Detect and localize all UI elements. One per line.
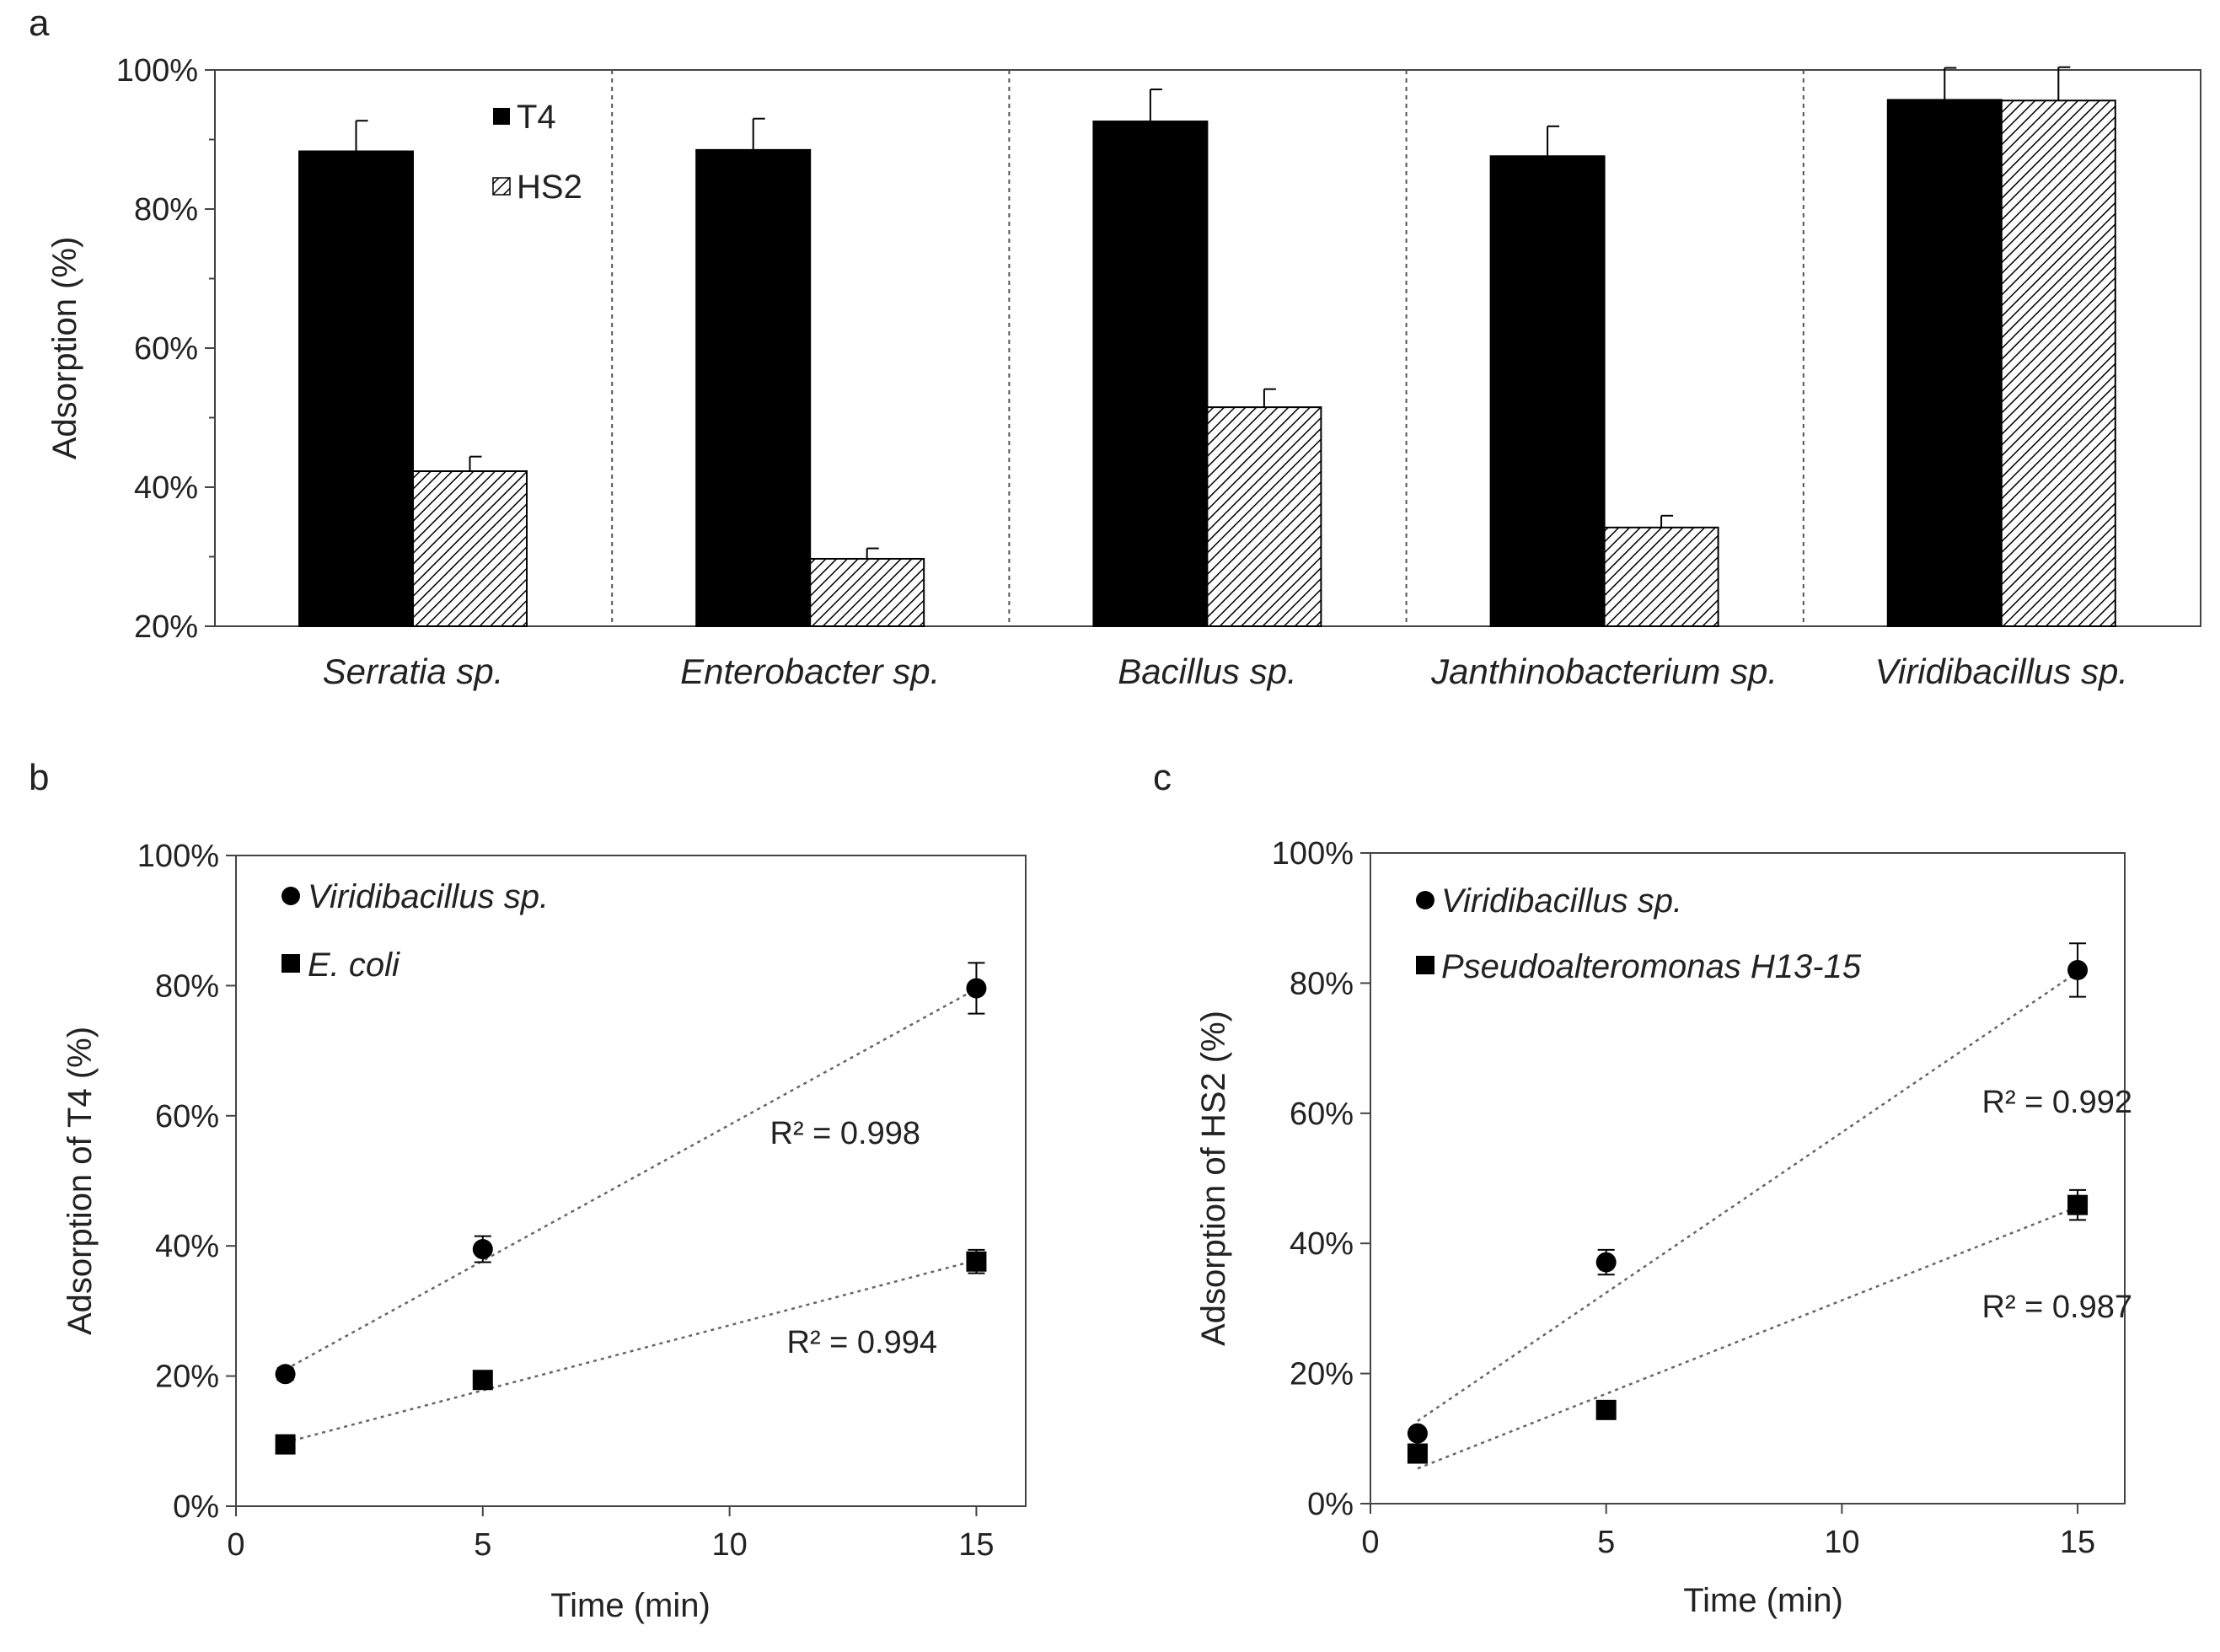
data-point-viridibacillus-sp (2067, 959, 2089, 980)
x-tick-label: 10 (711, 1527, 747, 1563)
y-tick-label: 20% (155, 1360, 219, 1395)
x-tick-label: 15 (2060, 1525, 2095, 1560)
category-label-bacillus-sp: Bacillus sp. (1118, 652, 1296, 691)
y-tick-label: 60% (155, 1099, 219, 1134)
legend-label-t4: T4 (517, 99, 556, 136)
data-point-viridibacillus-sp (275, 1364, 296, 1385)
y-tick-label: 20% (134, 609, 198, 645)
panel-label-c: c (1153, 757, 1172, 798)
data-point-viridibacillus-sp (966, 978, 987, 999)
data-marks-c: R² = 0.992 R² = 0.987 (1407, 942, 2133, 1470)
panel-label-b: b (29, 757, 49, 798)
y-tick-label: 100% (137, 839, 219, 874)
legend-label-viridibacillus-b: Viridibacillus sp. (308, 878, 549, 915)
legend-swatch-t4 (493, 108, 510, 125)
trend-line-viridibacillus-sp (284, 988, 978, 1370)
r-squared-label-pseudoalteromonas-h13-15: R² = 0.987 (1982, 1290, 2133, 1325)
legend-label-viridibacillus-c: Viridibacillus sp. (1441, 882, 1682, 920)
y-axis-label-a: Adsorption (%) (46, 237, 83, 460)
panel-b: b 0%20%40%60%80%100%0 5 10 15 R² = 0.998R² … (29, 757, 1027, 1624)
bar-t4-bacillus-sp (1092, 121, 1209, 628)
y-tick-label: 20% (1290, 1357, 1354, 1392)
panel-a: a 20% 40% 60% 80% 100% Serratia sp. Enterobac… (29, 3, 2201, 691)
bar-hs2-janthinobacterium-sp (1603, 526, 1719, 627)
y-tick-label: 100% (1272, 836, 1354, 872)
bars-a (298, 66, 2116, 628)
y-tick-label: 80% (134, 192, 198, 228)
r-squared-label-viridibacillus-sp: R² = 0.992 (1982, 1085, 2133, 1120)
r-squared-label-e-coli: R² = 0.994 (787, 1325, 938, 1360)
category-labels: Serratia sp. Enterobacter sp. Bacillus sp.… (323, 652, 2128, 691)
panel-c: c 0%20%40%60%80%100%0 5 10 15 R² = 0.992R² … (1153, 757, 2132, 1619)
bar-hs2-bacillus-sp (1206, 406, 1322, 627)
y-tick-label: 40% (134, 470, 198, 506)
bar-hs2-serratia-sp (412, 470, 528, 628)
y-tick-label: 0% (173, 1489, 219, 1525)
x-tick-label: 0 (1361, 1525, 1379, 1560)
data-point-viridibacillus-sp (1407, 1423, 1428, 1444)
panel-label-a: a (29, 3, 50, 44)
legend-swatch-hs2 (492, 177, 511, 196)
y-tick-label: 60% (1290, 1097, 1354, 1132)
plot-frame-b (235, 855, 1027, 1507)
x-tick-label: 5 (1597, 1525, 1615, 1560)
y-tick-label: 100% (116, 53, 198, 88)
y-tick-label: 0% (1307, 1487, 1354, 1522)
axis-ticks-c: 0% 20% 40% 60% 80% 100% 0 5 10 15 (1272, 836, 2095, 1560)
bar-hs2-enterobacter-sp (809, 557, 925, 627)
y-tick-label: 60% (134, 331, 198, 367)
data-point-viridibacillus-sp (1595, 1252, 1617, 1273)
data-point-e-coli (472, 1370, 493, 1391)
x-axis-label-b: Time (min) (550, 1587, 711, 1624)
data-point-pseudoalteromonas-h13-15 (1595, 1399, 1617, 1420)
x-tick-label: 10 (1824, 1525, 1859, 1560)
trend-line-viridibacillus-sp (1417, 971, 2078, 1422)
bar-t4-janthinobacterium-sp (1489, 155, 1606, 628)
data-point-pseudoalteromonas-h13-15 (2067, 1194, 2089, 1215)
category-label-janthinobacterium-sp: Janthinobacterium sp. (1430, 652, 1778, 691)
category-label-enterobacter-sp: Enterobacter sp. (680, 652, 940, 691)
legend-a: T4 HS2 (492, 99, 582, 206)
y-axis-label-b: Adsorption of T4 (%) (62, 1027, 99, 1335)
y-axis-label-c: Adsorption of HS2 (%) (1195, 1011, 1232, 1346)
y-tick-label: 80% (1290, 966, 1354, 1001)
bar-t4-enterobacter-sp (695, 148, 812, 627)
bar-t4-serratia-sp (298, 150, 414, 627)
data-point-e-coli (966, 1251, 987, 1272)
bar-t4-viridibacillus-sp (1886, 99, 2003, 628)
legend-marker-viridibacillus-c (1416, 891, 1434, 909)
x-tick-label: 0 (227, 1527, 244, 1563)
x-tick-label: 5 (474, 1527, 491, 1563)
plot-frame-c (1370, 852, 2126, 1504)
category-label-serratia-sp: Serratia sp. (323, 652, 504, 691)
legend-label-hs2: HS2 (517, 169, 582, 206)
x-axis-label-c: Time (min) (1683, 1582, 1843, 1619)
y-tick-label: 40% (1290, 1226, 1354, 1262)
legend-marker-pseudoalteromonas (1416, 956, 1434, 974)
legend-label-ecoli: E. coli (308, 947, 400, 984)
r-squared-label-viridibacillus-sp: R² = 0.998 (770, 1116, 921, 1151)
trend-line-e-coli (285, 1258, 977, 1444)
y-tick-label: 40% (155, 1229, 219, 1264)
category-label-viridibacillus-sp: Viridibacillus sp. (1875, 652, 2128, 691)
legend-marker-ecoli (282, 954, 300, 973)
legend-label-pseudoalteromonas: Pseudoalteromonas H13-15 (1441, 948, 1862, 985)
data-point-e-coli (275, 1434, 296, 1455)
legend-marker-viridibacillus-b (282, 887, 300, 905)
y-ticks-a: 20% 40% 60% 80% 100% (116, 53, 215, 645)
legend-c: Viridibacillus sp. Pseudoalteromonas H13… (1416, 882, 1862, 985)
y-tick-label: 80% (155, 968, 219, 1004)
trend-line-pseudoalteromonas-h13-15 (1417, 1205, 2078, 1470)
data-point-viridibacillus-sp (472, 1239, 493, 1260)
bar-hs2-viridibacillus-sp (2000, 99, 2116, 628)
x-tick-label: 15 (958, 1527, 994, 1563)
category-separators (611, 70, 1804, 626)
data-marks-b: R² = 0.998 R² = 0.994 (275, 962, 987, 1455)
axis-ticks-b: 0% 20% 40% 60% 80% 100% 0 5 10 15 (137, 839, 995, 1563)
data-point-pseudoalteromonas-h13-15 (1407, 1443, 1428, 1464)
legend-b: Viridibacillus sp. E. coli (282, 878, 549, 984)
